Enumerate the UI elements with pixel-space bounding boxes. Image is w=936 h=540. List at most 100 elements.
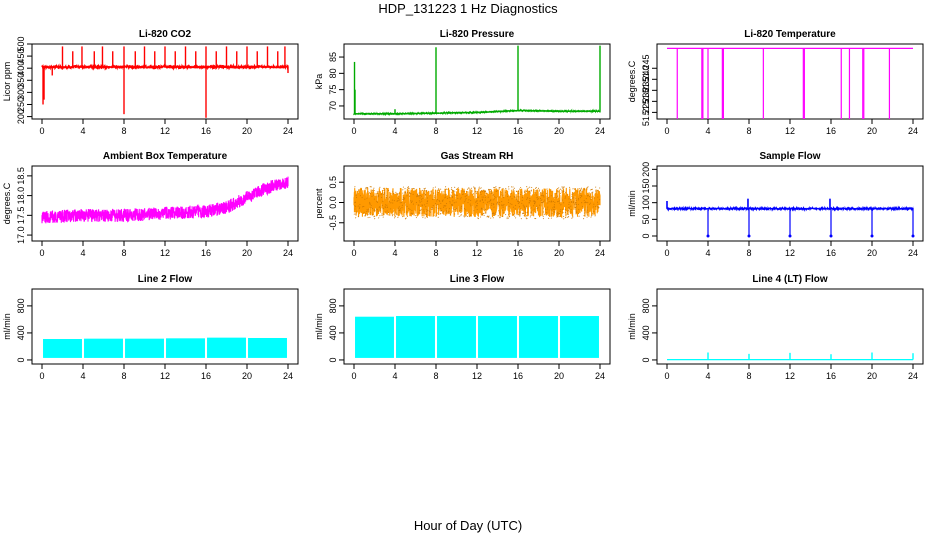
x-tick-label: 12 — [785, 371, 795, 381]
y-tick-label: 250 — [16, 97, 26, 112]
x-tick-label: 8 — [433, 126, 438, 136]
x-tick-label: 20 — [554, 371, 564, 381]
x-tick-label: 12 — [472, 248, 482, 258]
y-tick-label: 300 — [16, 85, 26, 100]
x-tick-label: 4 — [705, 126, 710, 136]
y-axis-label: ml/min — [627, 190, 637, 217]
panel-1: Li-820 Pressure kPa 0 4 8 12 16 20 24 70 75 80 85 — [314, 29, 611, 136]
panel-2: Li-820 Temperature degrees.C 0 4 8 12 16 20 24 51… — [627, 29, 924, 136]
x-tick-label: 0 — [39, 371, 44, 381]
panel-title: Sample Flow — [759, 151, 820, 162]
x-tick-label: 4 — [392, 248, 397, 258]
x-tick-label: 20 — [242, 371, 252, 381]
x-tick-label: 12 — [160, 126, 170, 136]
dip-point — [870, 234, 874, 238]
x-tick-label: 12 — [160, 248, 170, 258]
y-tick-label: 400 — [16, 61, 26, 76]
x-tick-label: 24 — [595, 371, 605, 381]
flow-band — [396, 316, 435, 358]
x-tick-label: 8 — [746, 371, 751, 381]
y-tick-label: 17.5 — [16, 207, 26, 225]
x-tick-label: 20 — [867, 371, 877, 381]
y-axis-label: ml/min — [2, 313, 12, 340]
y-axis-label: Licor ppm — [2, 62, 12, 102]
x-tick-label: 8 — [433, 248, 438, 258]
x-tick-label: 8 — [433, 371, 438, 381]
flow-band — [478, 316, 517, 358]
x-tick-label: 20 — [554, 126, 564, 136]
dip-point — [788, 234, 792, 238]
y-tick-label: 500 — [16, 36, 26, 51]
panel-title: Line 4 (LT) Flow — [752, 274, 828, 285]
y-tick-label: 0 — [328, 357, 338, 362]
x-tick-label: 24 — [283, 126, 293, 136]
x-tick-label: 0 — [664, 248, 669, 258]
series-line — [353, 108, 601, 116]
x-tick-label: 12 — [785, 248, 795, 258]
y-axis-label: kPa — [314, 74, 324, 90]
x-tick-label: 16 — [201, 126, 211, 136]
y-tick-label: 80 — [328, 68, 338, 78]
y-axis-label: percent — [314, 188, 324, 219]
y-tick-label: 0.5 — [328, 176, 338, 189]
dip-point — [911, 234, 915, 238]
x-tick-label: 20 — [242, 248, 252, 258]
y-tick-label: 450 — [16, 49, 26, 64]
x-tick-label: 8 — [121, 126, 126, 136]
x-tick-label: 24 — [908, 371, 918, 381]
series-5 — [666, 198, 915, 238]
panel-title: Li-820 Pressure — [440, 29, 515, 40]
series-8 — [667, 352, 914, 361]
x-tick-label: 0 — [351, 371, 356, 381]
x-tick-label: 0 — [351, 248, 356, 258]
x-axis-label: Hour of Day (UTC) — [413, 518, 523, 533]
dip-point — [829, 234, 833, 238]
y-tick-label: 75 — [328, 85, 338, 95]
x-tick-label: 24 — [283, 371, 293, 381]
y-axis-label: degrees.C — [627, 60, 637, 102]
x-tick-label: 0 — [39, 126, 44, 136]
y-tick-label: 400 — [16, 325, 26, 340]
series-dots — [353, 186, 601, 220]
y-tick-label: 70 — [328, 101, 338, 111]
plot-frame — [343, 43, 611, 120]
x-tick-label: 4 — [705, 248, 710, 258]
series-line — [41, 176, 289, 224]
x-tick-label: 16 — [826, 126, 836, 136]
y-tick-label: 800 — [641, 298, 651, 313]
x-tick-label: 24 — [595, 248, 605, 258]
panel-0: Li-820 CO2 Licor ppm 0 4 8 12 16 20 24 2002503003… — [2, 29, 299, 136]
x-tick-label: 12 — [785, 126, 795, 136]
x-tick-label: 24 — [595, 126, 605, 136]
x-tick-label: 24 — [908, 126, 918, 136]
y-tick-label: 51.225 — [641, 99, 651, 127]
y-tick-label: 50 — [641, 214, 651, 224]
y-tick-label: 51.235 — [641, 77, 651, 105]
flow-band — [166, 338, 205, 358]
series-0 — [41, 46, 289, 118]
y-tick-label: 200 — [641, 162, 651, 177]
panel-title: Li-820 CO2 — [139, 29, 192, 40]
flow-band — [437, 316, 476, 358]
x-tick-label: 12 — [472, 371, 482, 381]
x-tick-label: 0 — [351, 126, 356, 136]
y-tick-label: 18.5 — [16, 167, 26, 185]
y-tick-label: 350 — [16, 73, 26, 88]
y-axis-label: ml/min — [627, 313, 637, 340]
y-tick-label: 17.0 — [16, 226, 26, 244]
series-4 — [353, 186, 601, 220]
y-tick-label: 400 — [328, 325, 338, 340]
flow-band — [125, 338, 164, 358]
x-tick-label: 24 — [908, 248, 918, 258]
y-tick-label: 51.240 — [641, 66, 651, 94]
y-tick-label: 200 — [16, 109, 26, 124]
x-tick-label: 8 — [746, 126, 751, 136]
series-2 — [667, 47, 913, 119]
panel-4: Gas Stream RH percent 0 4 8 12 16 20 24 -0.5 0.0 0.… — [314, 151, 611, 258]
flow-band — [519, 316, 558, 358]
y-axis-label: degrees.C — [2, 182, 12, 224]
figure-title: HDP_131223 1 Hz Diagnostics — [378, 1, 558, 16]
panel-3: Ambient Box Temperature degrees.C 0 4 8 12 16 2… — [2, 151, 299, 258]
